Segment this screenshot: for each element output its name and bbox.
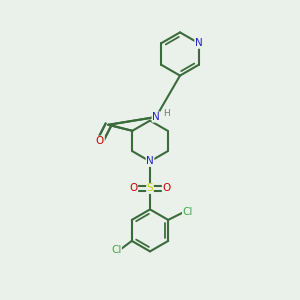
Text: Cl: Cl [111, 245, 122, 255]
Text: O: O [129, 183, 138, 194]
Text: O: O [162, 183, 171, 194]
Text: O: O [96, 136, 104, 146]
Text: O: O [96, 136, 104, 146]
Text: Cl: Cl [182, 207, 193, 218]
Text: H: H [163, 109, 170, 118]
Text: N: N [152, 112, 160, 122]
Text: N: N [146, 156, 154, 167]
Text: N: N [195, 38, 203, 48]
Text: S: S [147, 183, 153, 194]
